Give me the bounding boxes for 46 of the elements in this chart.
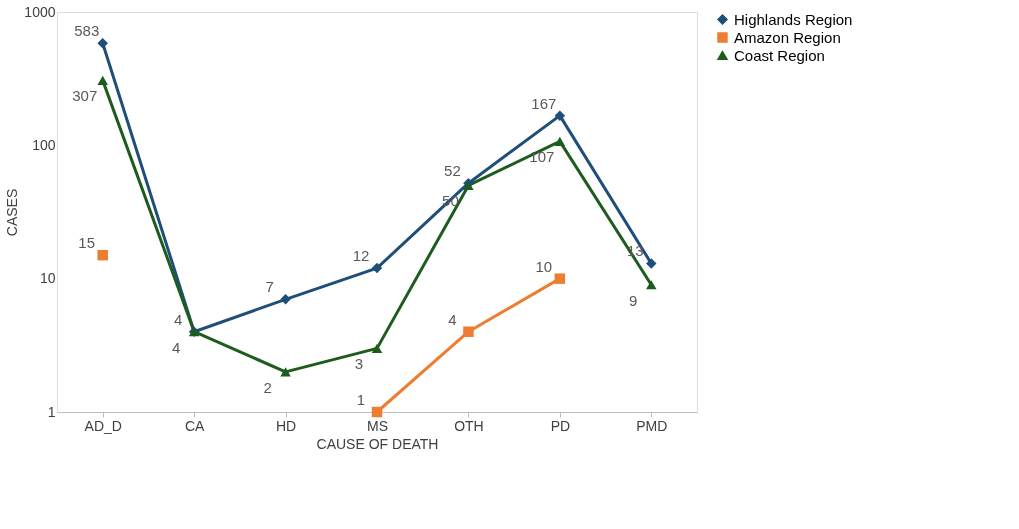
- x-tick-label: PMD: [636, 417, 668, 434]
- data-label: 12: [352, 247, 370, 265]
- x-axis-title: CAUSE OF DEATH: [316, 435, 439, 452]
- y-axis-title: CASES: [4, 188, 21, 237]
- point: [554, 273, 566, 284]
- point: [280, 294, 291, 305]
- x-tick-label: AD_D: [84, 417, 122, 434]
- data-label: 9: [629, 291, 638, 309]
- point: [646, 280, 657, 290]
- y-tick-label: 10: [39, 270, 56, 287]
- point: [554, 110, 566, 121]
- legend-label: Coast Region: [734, 46, 825, 64]
- x-tick-label: OTH: [454, 417, 484, 434]
- data-label: 583: [74, 22, 100, 40]
- y-tick-label: 1000: [24, 3, 56, 20]
- data-label: 4: [448, 310, 457, 328]
- point: [371, 262, 383, 274]
- point: [371, 343, 383, 353]
- point: [97, 75, 108, 85]
- y-tick-label: 1: [47, 403, 56, 420]
- data-label: 4: [171, 338, 181, 356]
- data-label: 1: [356, 391, 366, 408]
- point: [371, 406, 383, 418]
- legend-label: Highlands Region: [734, 10, 853, 28]
- data-label: 3: [354, 355, 364, 373]
- legend-label: Amazon Region: [734, 28, 841, 46]
- point: [97, 249, 108, 261]
- x-tick-label: MS: [367, 417, 388, 434]
- point: [280, 367, 291, 377]
- point: [554, 136, 566, 146]
- data-label: 7: [265, 278, 274, 296]
- data-label: 167: [531, 94, 557, 112]
- data-label: 2: [263, 378, 272, 396]
- x-tick-label: PD: [550, 417, 571, 434]
- x-tick-label: CA: [184, 417, 206, 434]
- data-label: 52: [444, 162, 461, 180]
- point: [463, 326, 474, 337]
- data-label: 15: [78, 234, 96, 252]
- point: [97, 38, 108, 49]
- point: [646, 258, 657, 269]
- data-label: 4: [173, 310, 183, 328]
- x-tick-label: HD: [275, 417, 297, 434]
- data-label: 107: [529, 148, 555, 166]
- data-label: 307: [72, 87, 98, 105]
- y-tick-label: 100: [32, 136, 56, 153]
- data-label: 10: [535, 257, 553, 275]
